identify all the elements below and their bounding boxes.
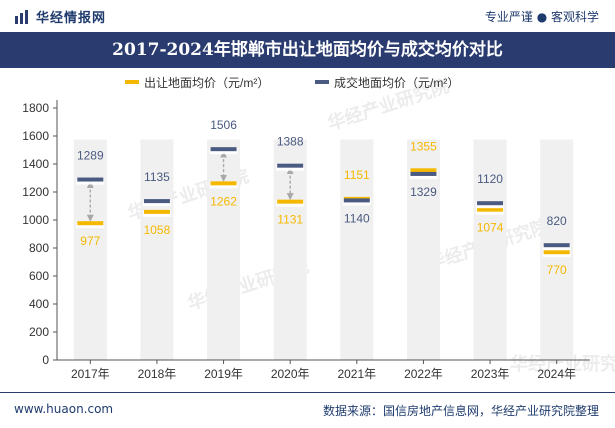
column-bg-2 <box>207 139 241 360</box>
x-tick-label-3: 2020年 <box>271 367 310 381</box>
footer: www.huaon.com 数据来源：国信房地产信息网，华经产业研究院整理 <box>0 392 615 428</box>
transfer-label-2: 1262 <box>210 194 237 208</box>
brand-name: 华经情报网 <box>36 11 107 26</box>
deal-marker-7 <box>543 243 570 248</box>
column-bg-0 <box>73 139 107 360</box>
transfer-marker-0 <box>77 221 104 226</box>
deal-label-0: 1289 <box>77 149 104 163</box>
transfer-marker-1 <box>143 209 170 214</box>
legend: 出让地面均价（元/m²） 成交地面均价（元/m²） <box>125 75 459 90</box>
transfer-marker-7 <box>543 250 570 255</box>
y-tick-label-8: 1600 <box>22 129 49 143</box>
gap-arrows <box>86 150 294 222</box>
x-tick-label-7: 2024年 <box>537 367 576 381</box>
deal-marker-4 <box>343 198 370 203</box>
x-tick-label-1: 2018年 <box>138 367 177 381</box>
data-labels: 977 1289 1058 1135 1262 1506 1131 1388 1151 1140 1… <box>77 118 567 277</box>
brand: 华经情报网 <box>14 7 106 26</box>
x-tick-label-4: 2021年 <box>337 367 376 381</box>
column-bg-6 <box>473 139 507 360</box>
y-tick-label-4: 800 <box>29 241 49 255</box>
legend-swatch-transfer <box>125 80 139 84</box>
transfer-label-0: 977 <box>80 234 100 248</box>
column-bg-4 <box>340 139 374 360</box>
y-tick-label-2: 400 <box>29 297 49 311</box>
deal-label-2: 1506 <box>210 118 237 132</box>
y-tick-label-9: 1800 <box>22 101 49 115</box>
tagline: 专业严谨 ● 客观科学 <box>484 10 599 24</box>
footer-url[interactable]: www.huaon.com <box>14 402 114 416</box>
transfer-marker-3 <box>277 199 304 204</box>
y-tick-label-5: 1000 <box>22 213 49 227</box>
deal-label-3: 1388 <box>277 135 304 149</box>
legend-swatch-deal <box>315 80 329 84</box>
transfer-marker-halo-2 <box>209 182 238 189</box>
watermark-text-4: 华经产业研究院 <box>510 353 615 374</box>
transfer-label-1: 1058 <box>144 223 171 237</box>
x-tick-label-0: 2017年 <box>71 367 110 381</box>
transfer-label-6: 1074 <box>477 221 504 235</box>
transfer-marker-5 <box>410 168 437 173</box>
deal-label-5: 1329 <box>410 185 437 199</box>
y-tick-label-7: 1400 <box>22 157 49 171</box>
deal-label-1: 1135 <box>144 170 170 184</box>
transfer-label-4: 1151 <box>344 168 370 182</box>
deal-label-7: 820 <box>547 214 567 228</box>
deal-marker-5 <box>410 171 437 176</box>
title-bar: 2017-2024年邯郸市出让地面均价与成交均价对比 <box>0 32 615 68</box>
brand-logo-icon <box>15 9 28 24</box>
transfer-marker-2 <box>210 181 237 186</box>
chart-title: 2017-2024年邯郸市出让地面均价与成交均价对比 <box>112 40 503 60</box>
transfer-label-3: 1131 <box>277 213 303 227</box>
y-tick-label-1: 200 <box>29 325 49 339</box>
deal-marker-3 <box>277 163 304 168</box>
x-tick-label-6: 2023年 <box>471 367 510 381</box>
transfer-marker-halo-7 <box>542 251 571 258</box>
transfer-label-5: 1355 <box>410 139 437 153</box>
data-marks <box>76 147 571 258</box>
deal-marker-1 <box>143 199 170 204</box>
deal-marker-2 <box>210 147 237 152</box>
deal-label-6: 1120 <box>477 172 503 186</box>
column-bg-1 <box>140 139 174 360</box>
deal-marker-0 <box>77 177 104 182</box>
legend-label-transfer: 出让地面均价（元/m²） <box>144 76 269 90</box>
deal-label-4: 1140 <box>344 211 370 225</box>
transfer-marker-6 <box>477 207 504 212</box>
footer-source: 数据来源：国信房地产信息网，华经产业研究院整理 <box>322 404 599 418</box>
y-tick-label-0: 0 <box>42 353 49 367</box>
top-bar: 华经情报网 专业严谨 ● 客观科学 <box>0 0 615 30</box>
axes: 0 200 400 600 800 1000 1200 1400 1600 1800 2017年 20… <box>22 100 590 381</box>
deal-marker-6 <box>477 201 504 206</box>
deal-marker-halo-0 <box>76 178 105 185</box>
y-tick-label-3: 600 <box>29 269 49 283</box>
x-tick-label-2: 2019年 <box>204 367 243 381</box>
price-comparison-chart: 华经产业研究院华经产业研究院华经产业研究院华经产业研究院华经产业研究院 出让地面… <box>22 75 615 381</box>
x-tick-label-5: 2022年 <box>404 367 443 381</box>
legend-label-deal: 成交地面均价（元/m²） <box>334 75 459 90</box>
y-tick-label-6: 1200 <box>22 185 49 199</box>
transfer-label-7: 770 <box>547 263 567 277</box>
